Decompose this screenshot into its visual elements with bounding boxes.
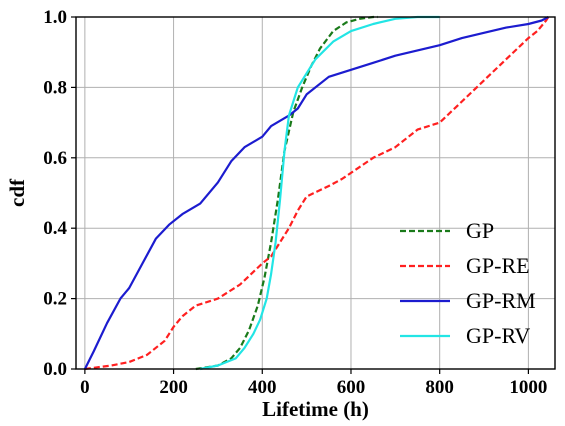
- y-axis-label: cdf: [5, 178, 29, 207]
- y-tick-label: 0.6: [43, 148, 67, 169]
- series-line-gp-rv: [199, 15, 440, 371]
- x-axis-label: Lifetime (h): [262, 397, 369, 421]
- legend: GP GP-RE GP-RM GP-RV: [400, 218, 536, 348]
- y-tick-label: 0.0: [43, 359, 67, 380]
- x-tick-label: 1000: [509, 377, 547, 398]
- legend-label: GP-RV: [466, 323, 530, 348]
- y-tick-label: 0.8: [43, 77, 67, 98]
- series-line-gp-rm: [83, 16, 549, 370]
- y-axis-ticks: 0.0 0.2 0.4 0.6 0.8 1.0: [43, 7, 76, 380]
- legend-label: GP-RE: [466, 253, 530, 278]
- x-tick-label: 800: [425, 377, 454, 398]
- series-lines: [83, 15, 550, 371]
- series-line-gp-re: [84, 16, 550, 371]
- grid: [76, 16, 555, 370]
- x-tick-label: 200: [159, 377, 188, 398]
- x-tick-label: 0: [80, 377, 90, 398]
- y-tick-label: 0.2: [43, 289, 67, 310]
- y-tick-label: 1.0: [43, 7, 67, 28]
- y-tick-label: 0.4: [43, 218, 67, 239]
- legend-label: GP: [466, 218, 494, 243]
- x-axis-ticks: 0 200 400 600 800 1000: [80, 369, 547, 398]
- legend-label: GP-RM: [466, 288, 536, 313]
- x-tick-label: 600: [337, 377, 366, 398]
- x-tick-label: 400: [248, 377, 277, 398]
- plot-frame: [75, 16, 556, 370]
